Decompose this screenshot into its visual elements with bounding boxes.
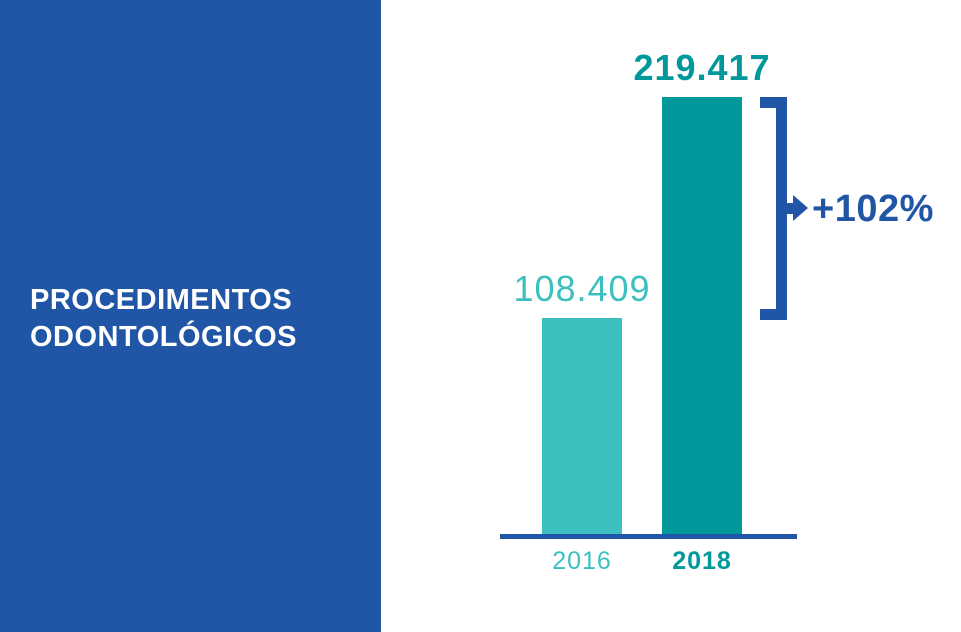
x-tick-label-2018: 2018 [672,547,732,575]
growth-percentage-label: +102% [812,188,934,230]
page-title: PROCEDIMENTOS ODONTOLÓGICOS [30,282,297,356]
bracket-top-cap [760,97,787,108]
bar-value-label-2016: 108.409 [513,268,651,309]
title-panel: PROCEDIMENTOS ODONTOLÓGICOS [0,0,381,632]
x-axis-line [500,534,797,539]
arrow-right-icon [793,195,808,221]
bar-group-2016: 108.409 [513,268,650,534]
bar-group-2018: 219.417 [633,47,770,534]
bar-2016 [542,318,622,534]
bracket-bottom-cap [760,309,787,320]
page-title-line-1: PROCEDIMENTOS [30,284,293,316]
bar-2018 [662,97,742,534]
page-title-line-2: ODONTOLÓGICOS [30,321,297,353]
bar-value-label-2018: 219.417 [633,47,771,88]
bracket-vertical-line [776,97,787,320]
arrow-stub [787,203,794,214]
x-tick-label-2016: 2016 [552,547,612,575]
